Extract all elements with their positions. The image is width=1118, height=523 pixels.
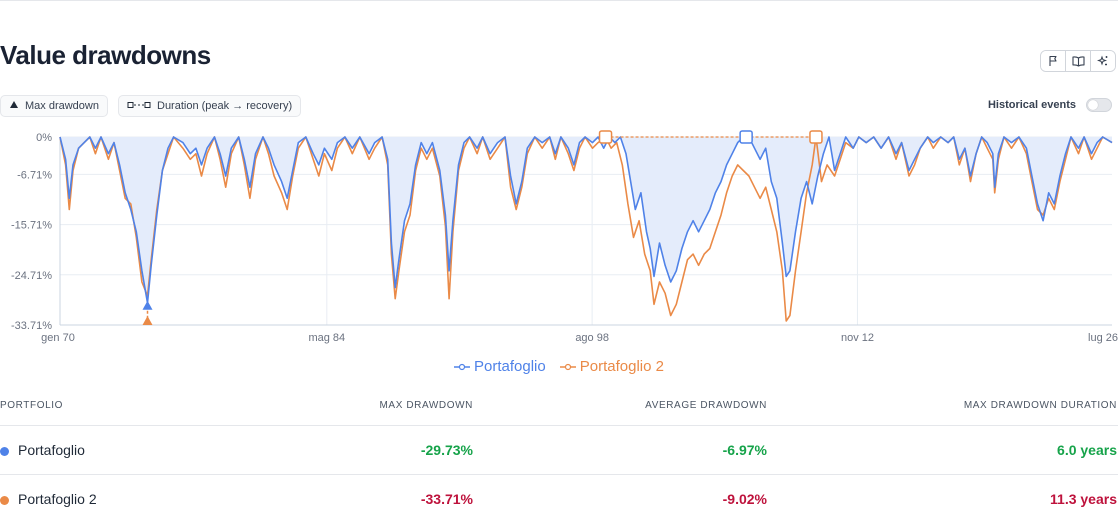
x-tick-label: lug 26 bbox=[1088, 332, 1118, 344]
y-tick-label: -24.71% bbox=[11, 270, 52, 282]
header-max-duration[interactable]: MAX DRAWDOWN DURATION bbox=[963, 400, 1117, 411]
table-row[interactable]: Portafoglio -29.73% -6.97% 6.0 years bbox=[0, 442, 1118, 462]
page-title: Value drawdowns bbox=[0, 40, 211, 70]
historical-events-toggle[interactable] bbox=[1086, 98, 1112, 112]
y-tick-label: -15.71% bbox=[11, 220, 52, 232]
series-area-portafoglio bbox=[60, 137, 1112, 303]
y-tick-label: 0% bbox=[36, 132, 52, 144]
table-row[interactable]: Portafoglio 2 -33.71% -9.02% 11.3 years bbox=[0, 491, 1118, 511]
chart-legend: Portafoglio Portafoglio 2 bbox=[0, 358, 1118, 375]
historical-events-control: Historical events bbox=[988, 98, 1112, 112]
table-divider bbox=[0, 425, 1118, 426]
row-average-drawdown: -6.97% bbox=[722, 442, 767, 458]
legend-marker-icon bbox=[559, 363, 576, 370]
y-tick-label: -6.71% bbox=[17, 169, 52, 181]
x-tick-label: gen 70 bbox=[41, 332, 75, 344]
drawdown-chart[interactable]: 0% -6.71% -15.71% -24.71% -33.71%gen 70 mag 8… bbox=[0, 125, 1118, 347]
historical-events-label: Historical events bbox=[987, 99, 1076, 111]
max-drawdown-chip-label: Max drawdown bbox=[25, 100, 99, 112]
top-divider bbox=[0, 0, 1118, 1]
legend-label: Portafoglio 2 bbox=[579, 358, 664, 375]
y-tick-label: -33.71% bbox=[11, 320, 52, 332]
book-icon[interactable] bbox=[1066, 51, 1091, 71]
legend-marker-icon bbox=[454, 363, 471, 370]
x-tick-label: mag 84 bbox=[308, 332, 345, 344]
series-line-portafoglio-2 bbox=[59, 136, 1113, 322]
legend-item-portafoglio[interactable]: Portafoglio bbox=[454, 358, 546, 375]
table-header: PORTFOLIO MAX DRAWDOWN AVERAGE DRAWDOWN … bbox=[0, 400, 1118, 414]
series-line-portafoglio bbox=[59, 136, 1113, 304]
chart-toolbar bbox=[1040, 50, 1116, 72]
row-portfolio-name: Portafoglio 2 bbox=[18, 491, 97, 507]
header-average-drawdown[interactable]: AVERAGE DRAWDOWN bbox=[645, 400, 767, 411]
duration-chip-label: Duration (peak → recovery) bbox=[157, 100, 293, 112]
duration-marker bbox=[598, 130, 613, 144]
duration-marker bbox=[809, 130, 823, 144]
flag-icon[interactable] bbox=[1041, 51, 1066, 71]
row-duration: 11.3 years bbox=[1050, 491, 1117, 507]
duration-icon bbox=[127, 100, 151, 112]
legend-label: Portafoglio bbox=[474, 358, 546, 375]
duration-chip[interactable]: Duration (peak → recovery) bbox=[118, 95, 302, 117]
row-max-drawdown: -33.71% bbox=[420, 491, 473, 507]
x-tick-label: ago 98 bbox=[575, 332, 609, 344]
max-drawdown-marker-portafoglio bbox=[142, 300, 153, 310]
table-divider bbox=[0, 474, 1118, 475]
x-tick-label: nov 12 bbox=[841, 332, 874, 344]
max-drawdown-chip[interactable]: Max drawdown bbox=[0, 95, 108, 117]
header-portfolio[interactable]: PORTFOLIO bbox=[0, 400, 64, 411]
header-max-drawdown[interactable]: MAX DRAWDOWN bbox=[379, 400, 473, 411]
row-duration: 6.0 years bbox=[1057, 442, 1117, 458]
sparkle-icon[interactable] bbox=[1091, 51, 1115, 71]
toggle-knob bbox=[1088, 100, 1098, 110]
row-average-drawdown: -9.02% bbox=[722, 491, 767, 507]
triangle-up-icon bbox=[9, 100, 19, 112]
duration-marker-portafoglio bbox=[739, 130, 753, 144]
row-max-drawdown: -29.73% bbox=[420, 442, 473, 458]
legend-item-portafoglio-2[interactable]: Portafoglio 2 bbox=[559, 358, 664, 375]
series-color-dot bbox=[0, 496, 9, 505]
max-drawdown-marker-portafoglio-2 bbox=[142, 316, 153, 325]
series-color-dot bbox=[0, 447, 9, 456]
row-portfolio-name: Portafoglio bbox=[18, 442, 85, 458]
